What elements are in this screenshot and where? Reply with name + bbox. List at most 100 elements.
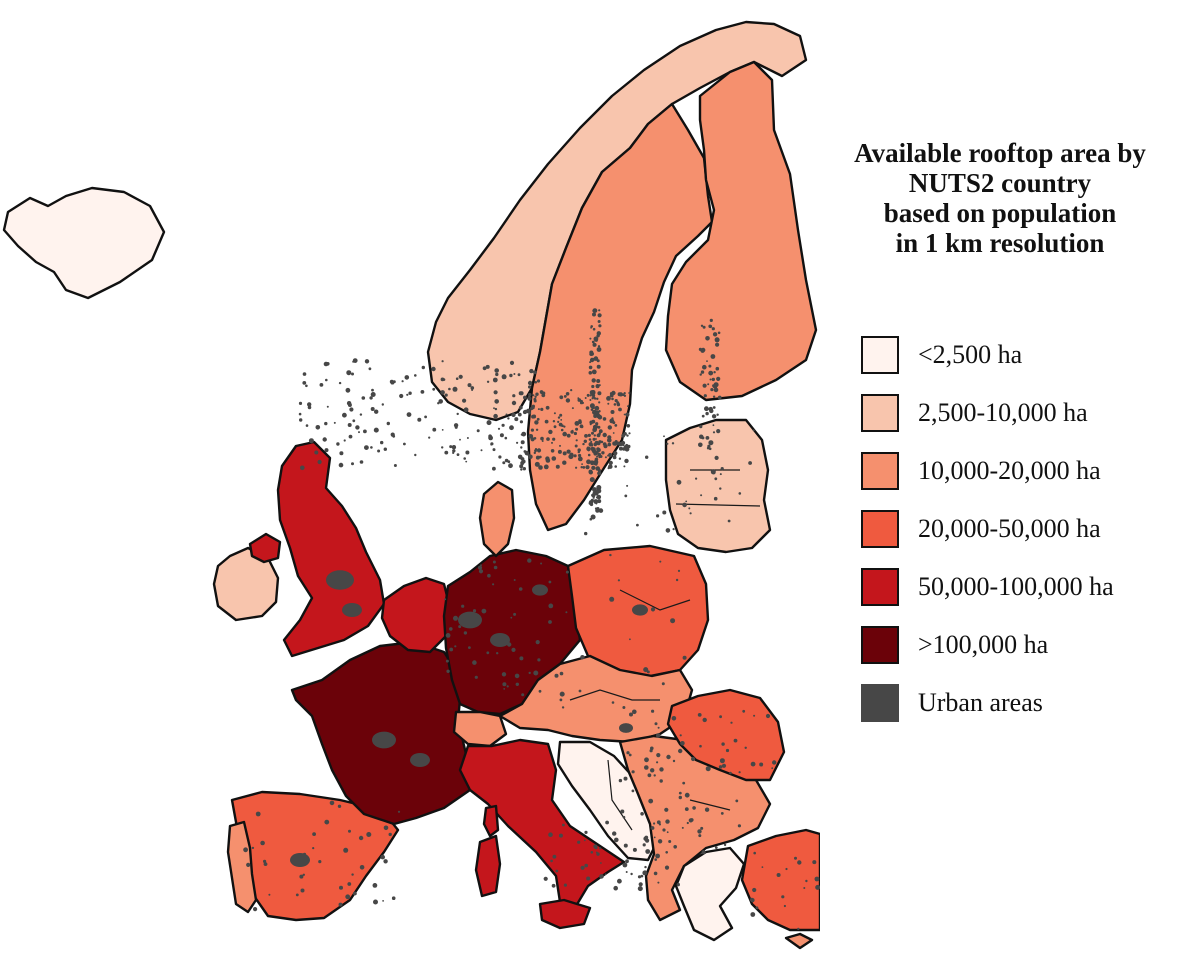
urban-dot [531, 414, 535, 419]
urban-dot [625, 859, 629, 864]
urban-dot [305, 384, 308, 388]
urban-dot [666, 442, 669, 445]
urban-dot [511, 412, 516, 417]
urban-dot [586, 446, 590, 449]
urban-dot [496, 652, 499, 655]
urban-dot [797, 927, 800, 931]
urban-dot [589, 420, 594, 425]
urban-dot [596, 852, 600, 856]
urban-dot [414, 374, 417, 377]
urban-dot [463, 457, 467, 460]
urban-dot [689, 512, 692, 515]
urban-dot [614, 424, 618, 427]
urban-dot [597, 471, 602, 476]
urban-dot [472, 609, 477, 613]
urban-dot [723, 843, 727, 847]
urban-dot [565, 611, 568, 614]
urban-dot [373, 899, 378, 905]
urban-dot [710, 388, 714, 392]
urban-dot [568, 454, 574, 460]
urban-dot [528, 393, 532, 397]
urban-dot [406, 393, 409, 396]
urban-dot [520, 440, 525, 445]
urban-dot [498, 455, 502, 459]
region-cyprus [784, 932, 814, 950]
urban-dot [711, 327, 715, 331]
urban-dot [493, 413, 498, 419]
urban-dot [592, 427, 597, 433]
urban-dot [513, 612, 517, 616]
region-northern-ireland [248, 532, 282, 564]
urban-dot [776, 873, 781, 877]
urban-dot [424, 415, 427, 419]
urban-dot [538, 455, 542, 459]
urban-dot [536, 379, 541, 383]
urban-dot [374, 409, 379, 414]
urban-dot [509, 360, 515, 365]
urban-dot [596, 485, 602, 490]
urban-dot [794, 856, 797, 860]
urban-dot [492, 583, 495, 586]
urban-dot [574, 421, 580, 426]
urban-dot [551, 441, 553, 444]
urban-dot [588, 470, 593, 475]
urban-dot [729, 771, 732, 775]
urban-dot [628, 432, 631, 435]
urban-dot [597, 391, 602, 396]
urban-dot [623, 413, 626, 416]
urban-dot [631, 770, 635, 774]
urban-dot [598, 309, 601, 312]
urban-dot [255, 811, 261, 817]
urban-dot [452, 449, 456, 453]
urban-dot [566, 449, 571, 454]
urban-dot [445, 633, 451, 638]
urban-dot [359, 460, 364, 464]
urban-dot [562, 431, 567, 437]
urban-dot [592, 409, 597, 415]
urban-dot [709, 318, 713, 322]
urban-dot [623, 776, 628, 781]
urban-dot [563, 883, 568, 887]
urban-dot [597, 313, 602, 318]
urban-dot [339, 451, 344, 456]
urban-dot [645, 849, 651, 854]
legend-item: <2,500 ha [861, 326, 1114, 384]
urban-dot [486, 380, 490, 383]
urban-dot [716, 414, 719, 416]
urban-dot [590, 408, 594, 411]
urban-dot [721, 742, 725, 746]
urban-dot [612, 455, 617, 460]
legend-item: 2,500-10,000 ha [861, 384, 1114, 442]
urban-dot [370, 407, 375, 411]
urban-dot [670, 618, 676, 624]
urban-dot [535, 428, 539, 431]
urban-dot [442, 378, 446, 381]
urban-dot [598, 429, 603, 434]
urban-dot [527, 396, 531, 400]
urban-dot [704, 807, 710, 812]
urban-dot [688, 507, 691, 510]
urban-dot [584, 434, 588, 438]
urban-dot [593, 356, 599, 361]
urban-dot [637, 875, 642, 879]
urban-dot [705, 336, 710, 341]
urban-dot [596, 455, 599, 458]
urban-dot [493, 390, 498, 395]
urban-dot [815, 884, 820, 890]
urban-dot [314, 450, 319, 455]
urban-dot [305, 424, 309, 427]
urban-dot [738, 492, 742, 495]
urban-dot [698, 442, 703, 448]
urban-dot [750, 898, 755, 903]
urban-dot [595, 466, 600, 471]
urban-dot [414, 453, 417, 457]
urban-areas-layer [243, 308, 820, 931]
urban-dot [561, 706, 565, 709]
urban-dot [656, 761, 659, 764]
urban-dot [783, 904, 787, 908]
urban-dot [598, 401, 601, 404]
urban-dot [459, 438, 461, 441]
urban-dot [342, 412, 347, 418]
urban-dot [666, 831, 669, 834]
urban-dot [519, 656, 524, 661]
